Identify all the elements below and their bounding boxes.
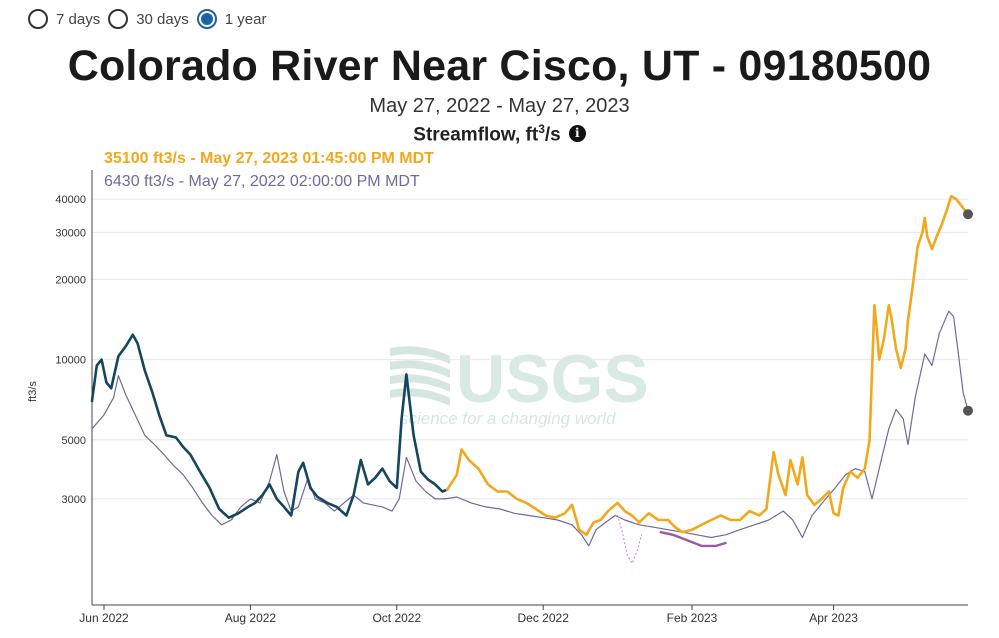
x-tick-label: Oct 2022 [372, 611, 421, 625]
radio-circle[interactable] [28, 9, 48, 29]
y-axis-label: ft3/s [27, 381, 39, 402]
radio-label-7-days: 7 days [56, 10, 101, 28]
series-line-4 [617, 515, 643, 564]
radio-label-1-year: 1 year [224, 10, 267, 28]
radio-circle-selected[interactable] [196, 9, 217, 29]
x-tick-label: Apr 2023 [809, 611, 858, 625]
watermark-text: USGS [456, 341, 649, 417]
x-tick-label: Aug 2022 [225, 611, 277, 625]
series-line-1 [90, 333, 449, 519]
period-selector: 7 days 30 days 1 year [28, 9, 274, 29]
usgs-watermark: USGS science for a changing world [390, 341, 649, 428]
radio-label-30-days: 30 days [136, 10, 189, 28]
chart-title: Colorado River Near Cisco, UT - 09180500 [67, 42, 932, 90]
axes: 3000 5000 10000 20000 30000 40000 ft3/s Jun 202… [27, 170, 968, 625]
y-tick-label: 5000 [62, 435, 86, 447]
x-tick-label: Jun 2022 [79, 611, 129, 625]
radio-7-days[interactable]: 7 days [28, 9, 100, 29]
parameter-name: Streamflow, ft [413, 124, 539, 146]
info-icon[interactable]: i [568, 124, 586, 142]
y-tick-label: 3000 [62, 494, 86, 506]
y-tick-label: 30000 [55, 227, 86, 239]
legend-prior-year-reading: 6430 ft3/s - May 27, 2022 02:00:00 PM MD… [104, 173, 420, 190]
radio-selected-dot [200, 13, 213, 25]
y-tick-label: 10000 [55, 355, 86, 367]
radio-circle[interactable] [108, 9, 129, 29]
legend-current-reading: 35100 ft3/s - May 27, 2023 01:45:00 PM M… [104, 150, 434, 167]
usgs-logo-waves-icon [390, 346, 450, 406]
parameter-label: Streamflow, ft3/s i [0, 122, 999, 146]
radio-30-days[interactable]: 30 days [108, 9, 189, 29]
end-point-marker [963, 405, 973, 416]
markers-group [963, 209, 973, 416]
x-tick-label: Feb 2023 [667, 611, 718, 625]
y-tick-label: 40000 [55, 194, 86, 206]
series-line-3 [659, 531, 727, 548]
radio-1-year[interactable]: 1 year [196, 9, 267, 29]
chart-date-range: May 27, 2022 - May 27, 2023 [369, 95, 630, 117]
series-group [90, 194, 970, 564]
watermark-tagline: science for a changing world [400, 409, 616, 428]
parameter-sup: 3 [538, 122, 545, 136]
series-line-0 [91, 310, 969, 547]
parameter-suffix: /s [544, 124, 561, 146]
series-line-2 [445, 194, 970, 537]
y-tick-label: 20000 [55, 274, 86, 286]
x-tick-label: Dec 2022 [518, 611, 570, 625]
end-point-marker [963, 209, 973, 220]
